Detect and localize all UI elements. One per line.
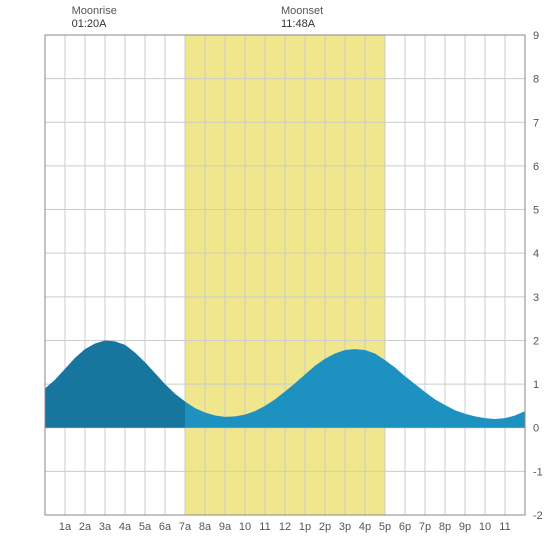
svg-text:9a: 9a [219, 521, 232, 533]
svg-text:-2: -2 [533, 510, 543, 522]
tide-chart-svg: 1a2a3a4a5a6a7a8a9a1011121p2p3p4p5p6p7p8p… [0, 0, 550, 550]
svg-text:3a: 3a [99, 521, 112, 533]
moonset-header-value: 11:48A [281, 18, 316, 30]
svg-text:1p: 1p [299, 521, 311, 533]
svg-text:9: 9 [533, 30, 539, 42]
svg-text:5p: 5p [379, 521, 391, 533]
svg-text:8a: 8a [199, 521, 212, 533]
svg-text:4p: 4p [359, 521, 371, 533]
svg-text:1a: 1a [59, 521, 72, 533]
svg-text:11: 11 [259, 521, 270, 533]
svg-text:11: 11 [499, 521, 510, 533]
svg-text:6a: 6a [159, 521, 172, 533]
svg-text:1: 1 [533, 379, 539, 391]
svg-text:2: 2 [533, 335, 539, 347]
svg-text:7p: 7p [419, 521, 431, 533]
svg-text:2p: 2p [319, 521, 331, 533]
moonrise-header-label: Moonrise [72, 5, 117, 17]
svg-text:9p: 9p [459, 521, 471, 533]
svg-text:0: 0 [533, 423, 539, 435]
svg-text:3: 3 [533, 292, 539, 304]
x-axis-labels: 1a 2a 3a 4a 5a 6a 7a 8a 9a 10 11 12 1p 2p 3p 4p 5p 6p 7p 8p… [59, 521, 511, 533]
moonrise-header-value: 01:20A [72, 18, 108, 30]
svg-text:6: 6 [533, 161, 539, 173]
svg-text:10: 10 [479, 521, 491, 533]
tide-chart: 1a2a3a4a5a6a7a8a9a1011121p2p3p4p5p6p7p8p… [0, 0, 550, 550]
svg-text:5a: 5a [139, 521, 152, 533]
moonset-header-label: Moonset [281, 5, 323, 17]
svg-text:-1: -1 [533, 466, 543, 478]
svg-text:7a: 7a [179, 521, 192, 533]
svg-text:4: 4 [533, 248, 539, 260]
svg-text:3p: 3p [339, 521, 351, 533]
svg-text:4a: 4a [119, 521, 132, 533]
svg-text:2a: 2a [79, 521, 92, 533]
svg-text:5: 5 [533, 205, 539, 217]
svg-text:7: 7 [533, 117, 539, 129]
svg-text:8: 8 [533, 74, 539, 86]
svg-text:6p: 6p [399, 521, 411, 533]
svg-text:8p: 8p [439, 521, 451, 533]
svg-text:10: 10 [239, 521, 251, 533]
svg-text:12: 12 [279, 521, 291, 533]
